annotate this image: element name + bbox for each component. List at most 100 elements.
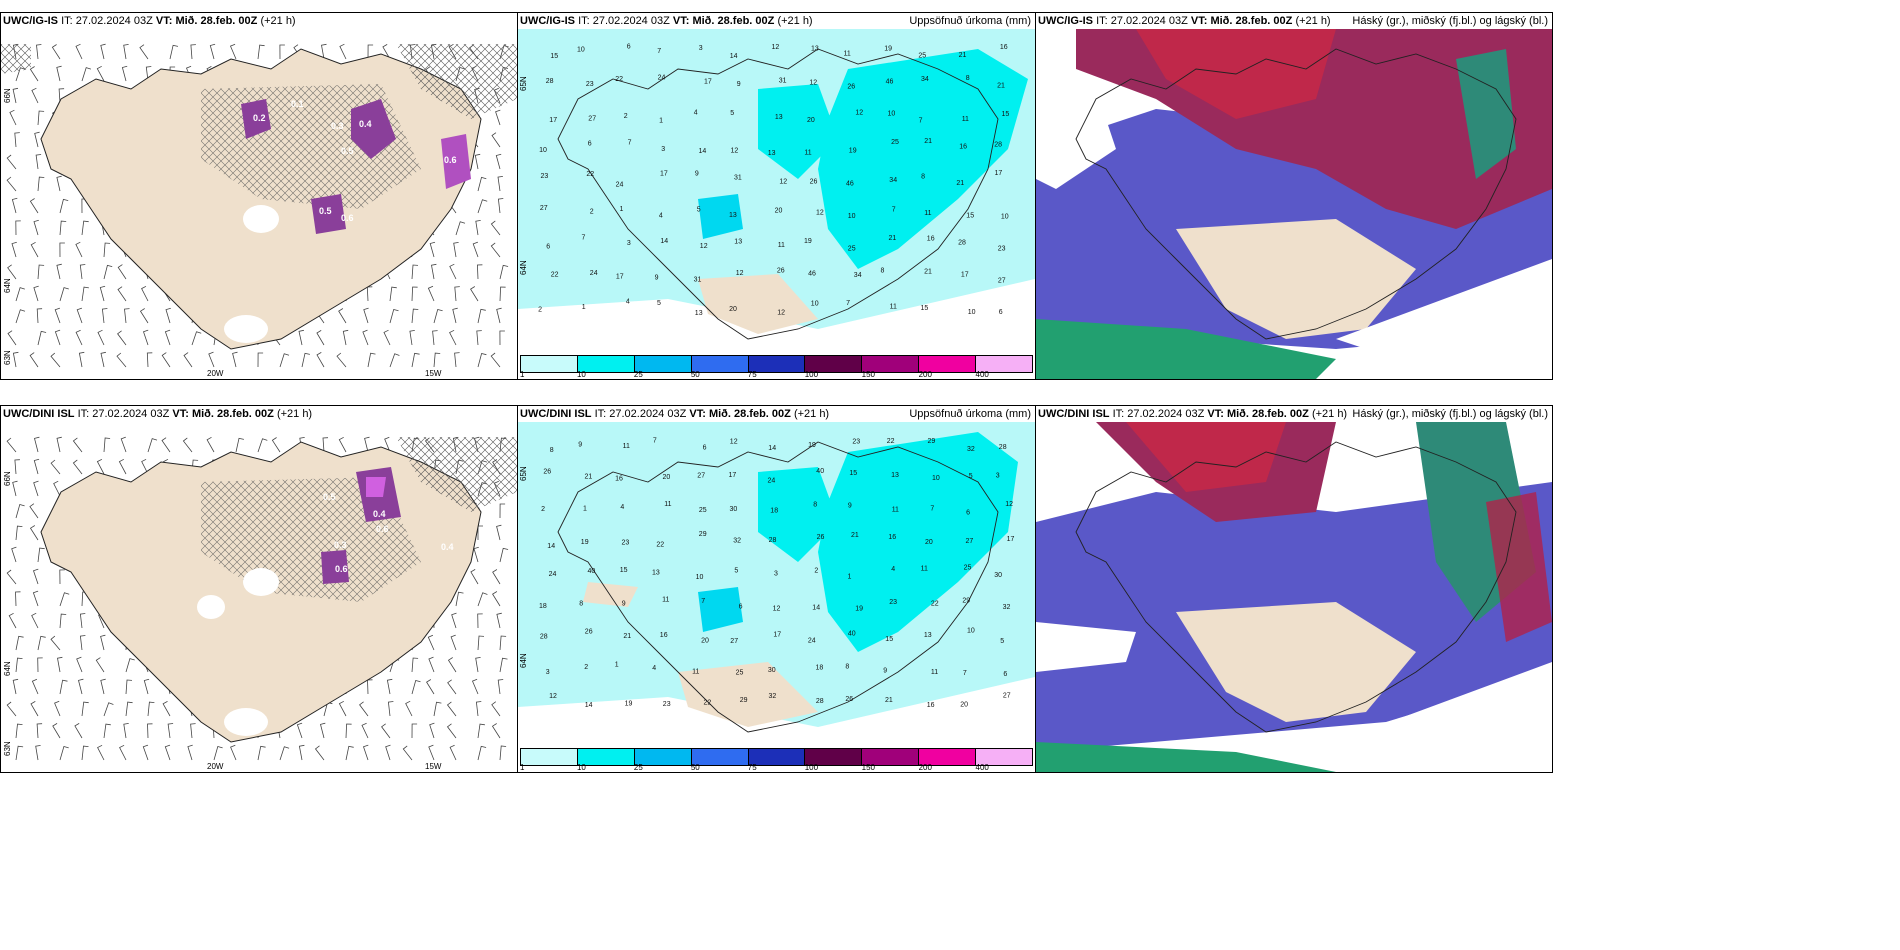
precip-value: 6: [546, 243, 550, 250]
wind-barb: [15, 220, 21, 236]
precip-value: 11: [892, 506, 899, 513]
wind-barb: [31, 87, 39, 104]
wind-barb: [257, 44, 265, 60]
wind-barb: [321, 43, 327, 60]
precip-value: 3: [774, 570, 778, 577]
precip-value: 26: [817, 534, 825, 541]
precip-value: 6: [739, 604, 743, 611]
wind-barb: [30, 701, 39, 717]
wind-barb: [428, 744, 435, 761]
precip-value: 8: [881, 267, 885, 274]
wind-barb: [54, 700, 61, 717]
wind-barb: [34, 131, 40, 148]
precip-value: 25: [699, 507, 707, 514]
precip-value: 17: [729, 472, 737, 479]
precip-value: 3: [699, 45, 703, 52]
precip-value: 15: [921, 305, 929, 312]
precip-value: 17: [660, 170, 668, 177]
precip-value: 40: [816, 468, 824, 475]
wind-barb: [29, 503, 39, 519]
precip-value: 27: [697, 473, 705, 480]
snow-value: 0.4: [441, 542, 454, 552]
wind-barb: [72, 437, 83, 453]
wind-barb: [316, 352, 325, 368]
wind-barb: [141, 285, 149, 302]
snow-value: 0.5: [319, 206, 332, 216]
precip-value: 2: [624, 113, 628, 120]
wind-barb: [35, 745, 41, 761]
wind-barb: [381, 723, 391, 739]
precip-value: 8: [845, 663, 849, 670]
snow-value: 0.6: [341, 213, 354, 223]
wind-barb: [475, 701, 482, 717]
wind-barb: [496, 612, 502, 629]
wind-barb: [37, 110, 45, 126]
precip-value: 4: [694, 110, 698, 117]
iceland-wind-map: 0.5 0.4 0.6 0.3 0.6 0.4: [6, 436, 517, 761]
wind-barb: [477, 199, 488, 214]
precip-value: 9: [737, 81, 741, 88]
precip-value: 24: [549, 571, 557, 578]
precip-value: 34: [854, 272, 862, 279]
wind-barb: [338, 308, 347, 324]
wind-barb: [15, 591, 21, 607]
precip-value: 15: [1002, 111, 1010, 118]
wind-barb: [477, 308, 486, 324]
wind-barb: [316, 330, 325, 346]
wind-barb: [471, 678, 479, 695]
wind-barb: [33, 285, 39, 302]
panel-title: UWC/IG-IS IT: 27.02.2024 03Z VT: Mið. 28…: [520, 15, 813, 27]
precip-value: 10: [967, 627, 975, 634]
wind-barb: [490, 242, 501, 258]
precip-value: 15: [550, 53, 558, 60]
wind-barb: [81, 701, 89, 717]
legend-swatch: [577, 749, 635, 765]
wind-barb: [411, 723, 418, 739]
lat-label: 66N: [3, 471, 12, 486]
precip-value: 22: [931, 601, 939, 608]
precip-value: 21: [997, 83, 1005, 90]
precip-value: 12: [779, 179, 787, 186]
wind-barb: [59, 592, 70, 607]
wind-barb: [37, 330, 47, 346]
precip-value: 6: [999, 309, 1003, 316]
precip-value: 24: [590, 270, 598, 277]
wind-barb: [124, 308, 130, 324]
wind-barb: [314, 745, 325, 761]
precip-value: 10: [539, 147, 547, 154]
precip-value: 20: [925, 539, 933, 546]
iceland-wind-map: 0.4 0.3 0.5 0.6 0.2 0.1 0.5 0.6: [1, 43, 517, 368]
precip-value: 15: [885, 636, 893, 643]
wind-barb: [54, 307, 61, 324]
precip-value: 19: [884, 46, 892, 53]
wind-barb: [496, 524, 502, 541]
wind-barb: [336, 352, 347, 368]
wind-barb: [142, 329, 149, 346]
wind-barb: [367, 44, 374, 60]
wind-barb: [452, 307, 458, 324]
precip-value: 5: [1000, 638, 1004, 645]
wind-barb: [103, 437, 111, 453]
wind-barb: [15, 525, 23, 541]
wind-barb: [34, 436, 40, 453]
wind-barb: [12, 87, 19, 104]
legend-swatch: [748, 749, 806, 765]
wind-barb: [476, 264, 483, 280]
legend-swatch: [976, 356, 1033, 372]
wind-barb: [477, 613, 483, 629]
precip-value: 1: [620, 206, 624, 213]
wind-barb: [449, 329, 457, 346]
precip-value: 12: [700, 243, 708, 250]
legend-swatch: [976, 749, 1033, 765]
legend-swatch: [521, 356, 578, 372]
wind-barb: [78, 351, 85, 368]
wind-barb: [33, 480, 39, 497]
precip-value: 23: [541, 173, 549, 180]
lat-label: 64N: [519, 260, 528, 275]
precip-value: 2: [541, 506, 545, 513]
wind-barb: [473, 546, 479, 563]
precip-value: 22: [704, 700, 712, 707]
precip-value: 11: [890, 303, 897, 310]
wind-barb: [411, 286, 418, 302]
wind-barb: [100, 678, 106, 695]
